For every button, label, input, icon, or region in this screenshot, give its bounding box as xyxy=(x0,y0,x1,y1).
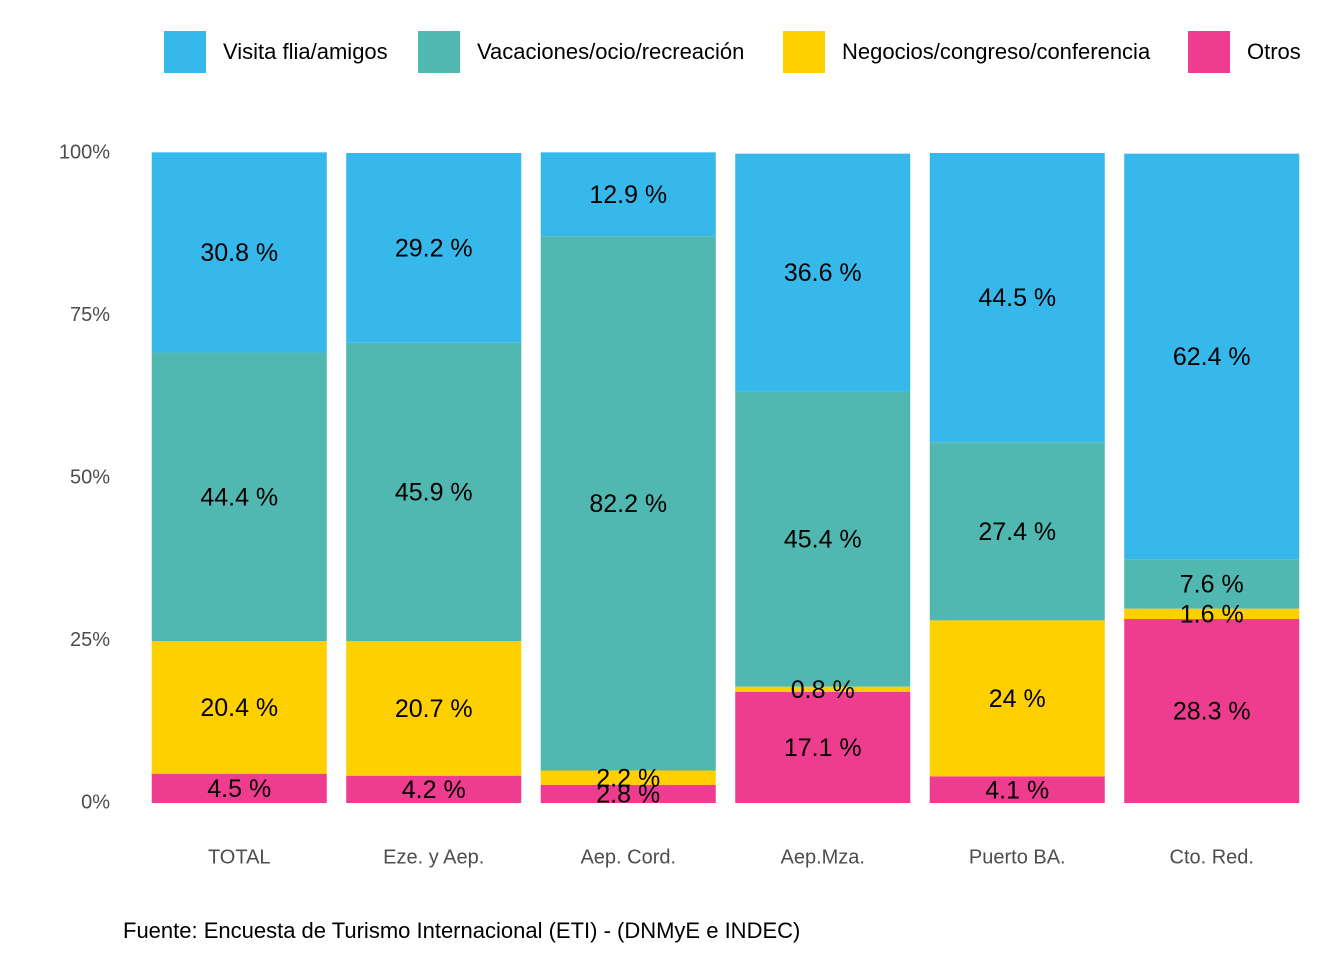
x-tick-label: Eze. y Aep. xyxy=(383,846,484,868)
bar-segment xyxy=(929,153,1105,443)
value-label: 2.2 % xyxy=(596,764,660,792)
bar-segment xyxy=(735,691,911,803)
x-tick-label: TOTAL xyxy=(208,846,271,868)
value-label: 28.3 % xyxy=(1173,698,1251,726)
bar-segment xyxy=(735,686,911,692)
legend-swatch xyxy=(418,31,460,73)
bar-segment xyxy=(151,352,327,642)
value-label: 27.4 % xyxy=(978,518,1056,546)
bar-segment xyxy=(1124,559,1300,609)
bar-segment xyxy=(1124,608,1300,620)
bar-segment xyxy=(1124,153,1300,560)
bar-segment xyxy=(540,152,716,237)
value-label: 30.8 % xyxy=(200,239,278,267)
x-tick-label: Puerto BA. xyxy=(969,846,1066,868)
bar-segment xyxy=(1124,619,1300,803)
bar-segment xyxy=(735,153,911,392)
value-label: 29.2 % xyxy=(395,235,473,263)
value-label: 17.1 % xyxy=(784,734,862,762)
value-label: 62.4 % xyxy=(1173,343,1251,371)
y-tick-label: 25% xyxy=(70,629,110,651)
y-tick-label: 75% xyxy=(70,304,110,326)
value-label: 36.6 % xyxy=(784,259,862,287)
bar-segment xyxy=(540,784,716,803)
bar-segment xyxy=(346,641,522,776)
value-label: 1.6 % xyxy=(1180,600,1244,628)
legend-swatch xyxy=(1188,31,1230,73)
bar-segment xyxy=(735,391,911,687)
bar-segment xyxy=(540,770,716,785)
x-tick-label: Cto. Red. xyxy=(1170,846,1254,868)
value-label: 45.9 % xyxy=(395,479,473,507)
bar-segment xyxy=(151,152,327,353)
value-label: 45.4 % xyxy=(784,526,862,554)
value-label: 44.4 % xyxy=(200,483,278,511)
bar-segment xyxy=(346,342,522,642)
value-label: 0.8 % xyxy=(791,676,855,704)
bar-segment xyxy=(151,641,327,774)
bar-segment xyxy=(540,236,716,771)
y-tick-label: 50% xyxy=(70,466,110,488)
bar-segment xyxy=(929,620,1105,777)
legend-label: Negocios/congreso/conferencia xyxy=(842,39,1151,64)
value-label: 82.2 % xyxy=(589,490,667,518)
value-label: 4.2 % xyxy=(402,776,466,804)
y-tick-label: 0% xyxy=(81,791,110,813)
value-label: 44.5 % xyxy=(978,284,1056,312)
value-label: 2.8 % xyxy=(596,781,660,809)
y-tick-label: 100% xyxy=(59,141,110,163)
legend-label: Vacaciones/ocio/recreación xyxy=(477,39,744,64)
bar-segment xyxy=(151,773,327,803)
bar-segment xyxy=(346,153,522,343)
legend-swatch xyxy=(164,31,206,73)
value-label: 24 % xyxy=(989,685,1046,713)
x-tick-label: Aep. Cord. xyxy=(580,846,676,868)
value-label: 20.4 % xyxy=(200,694,278,722)
value-label: 20.7 % xyxy=(395,695,473,723)
value-label: 4.5 % xyxy=(207,775,271,803)
value-label: 4.1 % xyxy=(985,776,1049,804)
legend-swatch xyxy=(783,31,825,73)
value-label: 7.6 % xyxy=(1180,571,1244,599)
x-tick-label: Aep.Mza. xyxy=(781,846,865,868)
caption: Fuente: Encuesta de Turismo Internaciona… xyxy=(123,918,800,943)
legend-label: Visita flia/amigos xyxy=(223,39,388,64)
bar-segment xyxy=(346,775,522,803)
value-label: 12.9 % xyxy=(589,181,667,209)
legend-label: Otros xyxy=(1247,39,1301,64)
bar-segment xyxy=(929,442,1105,621)
bar-segment xyxy=(929,776,1105,803)
